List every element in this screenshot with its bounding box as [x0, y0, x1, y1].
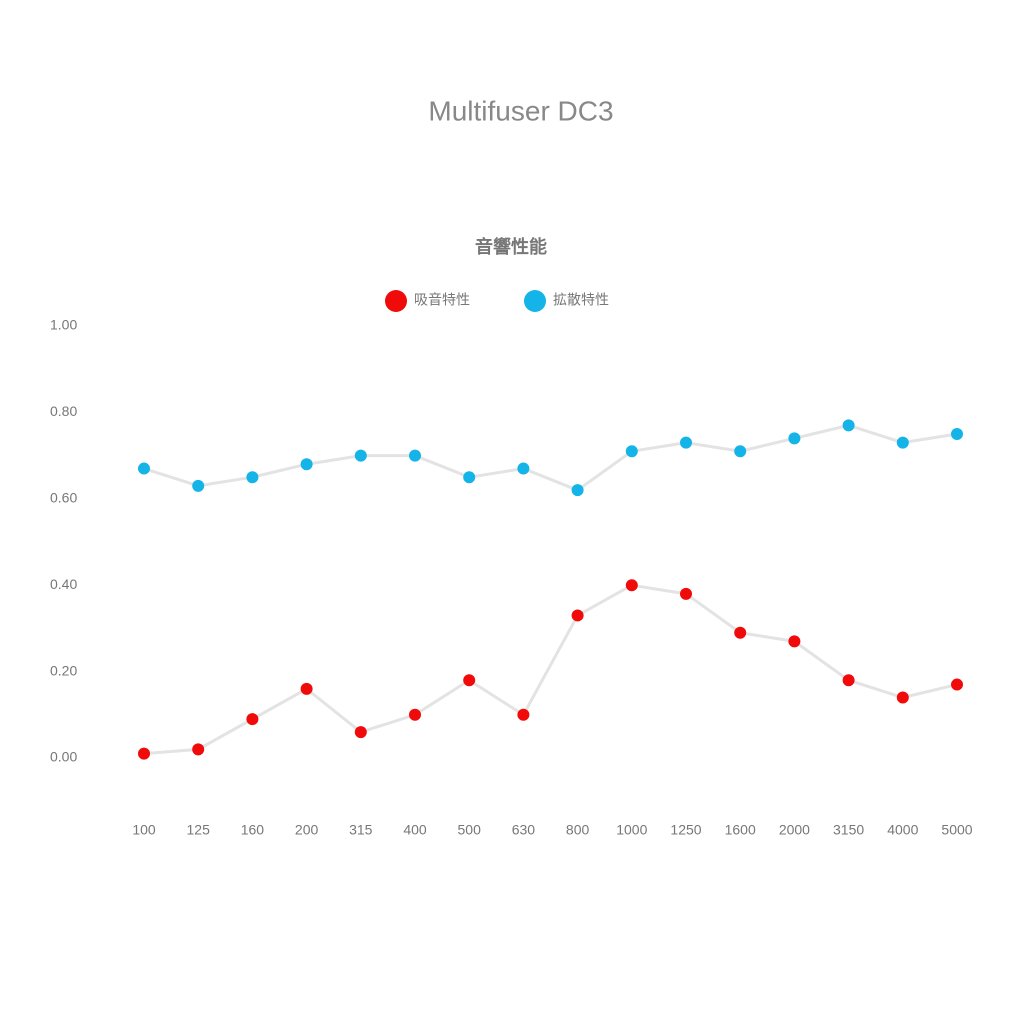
- x-tick-label: 1000: [616, 822, 647, 838]
- x-tick-label: 200: [295, 822, 319, 838]
- data-point: [192, 743, 205, 756]
- data-point: [517, 462, 530, 475]
- data-point: [246, 713, 259, 726]
- data-point: [409, 449, 421, 462]
- data-point: [951, 678, 963, 691]
- y-tick-label: 0.20: [50, 662, 77, 678]
- x-tick-label: 1600: [725, 822, 756, 838]
- data-point: [625, 579, 638, 592]
- data-point: [463, 674, 476, 687]
- x-tick-label: 160: [241, 822, 265, 838]
- data-point: [571, 609, 584, 622]
- data-point: [300, 682, 313, 695]
- data-point: [680, 587, 692, 600]
- x-tick-label: 125: [187, 822, 211, 838]
- data-point: [354, 726, 367, 739]
- data-point: [354, 449, 367, 462]
- x-tick-label: 100: [132, 822, 156, 838]
- x-tick-label: 1250: [670, 822, 701, 838]
- x-tick-label: 2000: [779, 822, 810, 838]
- data-point: [734, 626, 747, 639]
- data-point: [680, 436, 692, 449]
- y-tick-label: 0.00: [50, 749, 77, 765]
- chart-subtitle: 音響性能: [475, 236, 547, 257]
- legend-marker: [385, 290, 407, 312]
- x-tick-label: 3150: [833, 822, 864, 838]
- series-line: [143, 583, 958, 756]
- y-tick-label: 0.80: [50, 403, 77, 419]
- data-point: [951, 428, 963, 440]
- data-point: [625, 445, 638, 458]
- x-tick-label: 400: [403, 822, 427, 838]
- series-line: [143, 423, 958, 492]
- legend-label: 吸音特性: [414, 292, 470, 308]
- data-point: [788, 432, 801, 445]
- legend-marker: [524, 290, 546, 312]
- x-tick-label: 630: [512, 822, 536, 838]
- data-point: [734, 445, 747, 458]
- data-point: [138, 462, 150, 475]
- data-point: [192, 479, 205, 492]
- chart-title: Multifuser DC3: [428, 95, 613, 126]
- data-point: [842, 674, 855, 687]
- x-tick-label: 4000: [887, 822, 918, 838]
- data-point: [896, 436, 909, 449]
- x-tick-label: 800: [566, 822, 590, 838]
- y-tick-label: 1.00: [50, 317, 77, 333]
- data-point: [246, 471, 259, 484]
- legend-label: 拡散特性: [553, 292, 609, 308]
- data-point: [517, 708, 530, 721]
- x-tick-label: 5000: [941, 822, 972, 838]
- data-point: [896, 691, 909, 704]
- data-point: [571, 484, 584, 497]
- data-point: [138, 747, 150, 760]
- x-tick-label: 315: [349, 822, 373, 838]
- data-point: [463, 471, 476, 484]
- data-point: [788, 635, 801, 648]
- x-tick-label: 500: [458, 822, 482, 838]
- data-point: [842, 419, 855, 432]
- y-tick-label: 0.60: [50, 490, 77, 506]
- data-point: [300, 458, 313, 471]
- data-point: [409, 708, 421, 721]
- y-tick-label: 0.40: [50, 576, 77, 592]
